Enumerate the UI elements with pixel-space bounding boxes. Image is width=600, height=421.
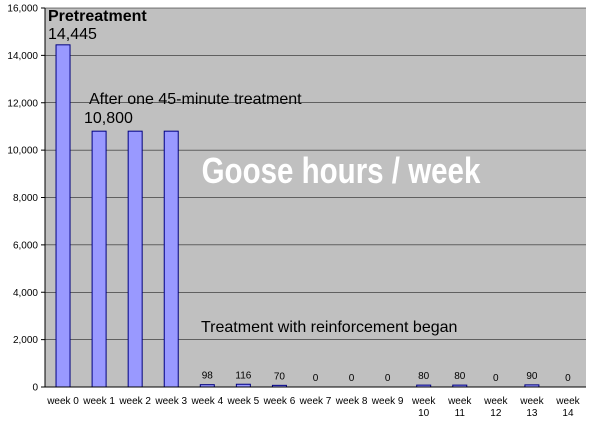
x-tick-label: week 2: [118, 396, 151, 407]
reinforcement-label: Treatment with reinforcement began: [201, 319, 457, 336]
x-tick-label: week 13: [519, 396, 544, 419]
y-tick-label: 16,000: [7, 4, 38, 15]
x-tick-label: week 10: [411, 396, 436, 419]
data-label: 70: [274, 371, 286, 382]
bar: [55, 44, 71, 388]
x-tick-label: week 12: [483, 396, 508, 419]
y-tick-label: 4,000: [13, 288, 38, 299]
data-label: 0: [349, 373, 355, 384]
x-tick-label: week 8: [335, 396, 368, 407]
x-tick-label: week 0: [46, 396, 79, 407]
data-label: 0: [385, 373, 391, 384]
data-label: 0: [493, 373, 499, 384]
data-label: 90: [526, 371, 538, 382]
chart-title: Goose hours / week: [202, 150, 481, 190]
pretreatment-label: Pretreatment: [48, 8, 147, 25]
y-axis-ticks: 0 2,000 4,000 6,000 8,000 10,000 12,000 14,000 1…: [7, 4, 45, 394]
y-tick-label: 12,000: [7, 98, 38, 109]
bar: [91, 130, 107, 388]
x-tick-label: week 14: [555, 396, 580, 419]
y-tick-label: 14,000: [7, 51, 38, 62]
data-label: 0: [565, 373, 571, 384]
y-tick-label: 6,000: [13, 240, 38, 251]
data-label: 80: [418, 371, 430, 382]
y-tick-label: 10,000: [7, 146, 38, 157]
x-axis-ticks: week 0 week 1 week 2 week 3 week 4 week 5 week…: [46, 396, 580, 419]
data-label: 98: [202, 371, 214, 382]
x-tick-label: week 5: [227, 396, 260, 407]
pretreatment-value: 14,445: [48, 26, 97, 43]
x-tick-label: week 1: [82, 396, 115, 407]
x-tick-label: week 6: [263, 396, 296, 407]
data-labels: 98 116 70 0 0 0 80 80 0 90 0: [202, 370, 571, 384]
x-tick-label: week 9: [371, 396, 404, 407]
x-tick-label: week 4: [190, 396, 223, 407]
x-tick-label: week 11: [447, 396, 472, 419]
data-label: 0: [313, 373, 319, 384]
bar: [127, 130, 143, 388]
after-treatment-label: After one 45-minute treatment: [89, 91, 302, 108]
x-tick-label: week 7: [299, 396, 332, 407]
data-label: 80: [454, 371, 466, 382]
x-tick-label: week 3: [154, 396, 187, 407]
bar: [163, 130, 179, 388]
y-tick-label: 2,000: [13, 335, 38, 346]
data-label: 116: [235, 370, 251, 381]
after-treatment-value: 10,800: [84, 110, 133, 127]
y-tick-label: 8,000: [13, 193, 38, 204]
y-tick-label: 0: [32, 383, 38, 394]
